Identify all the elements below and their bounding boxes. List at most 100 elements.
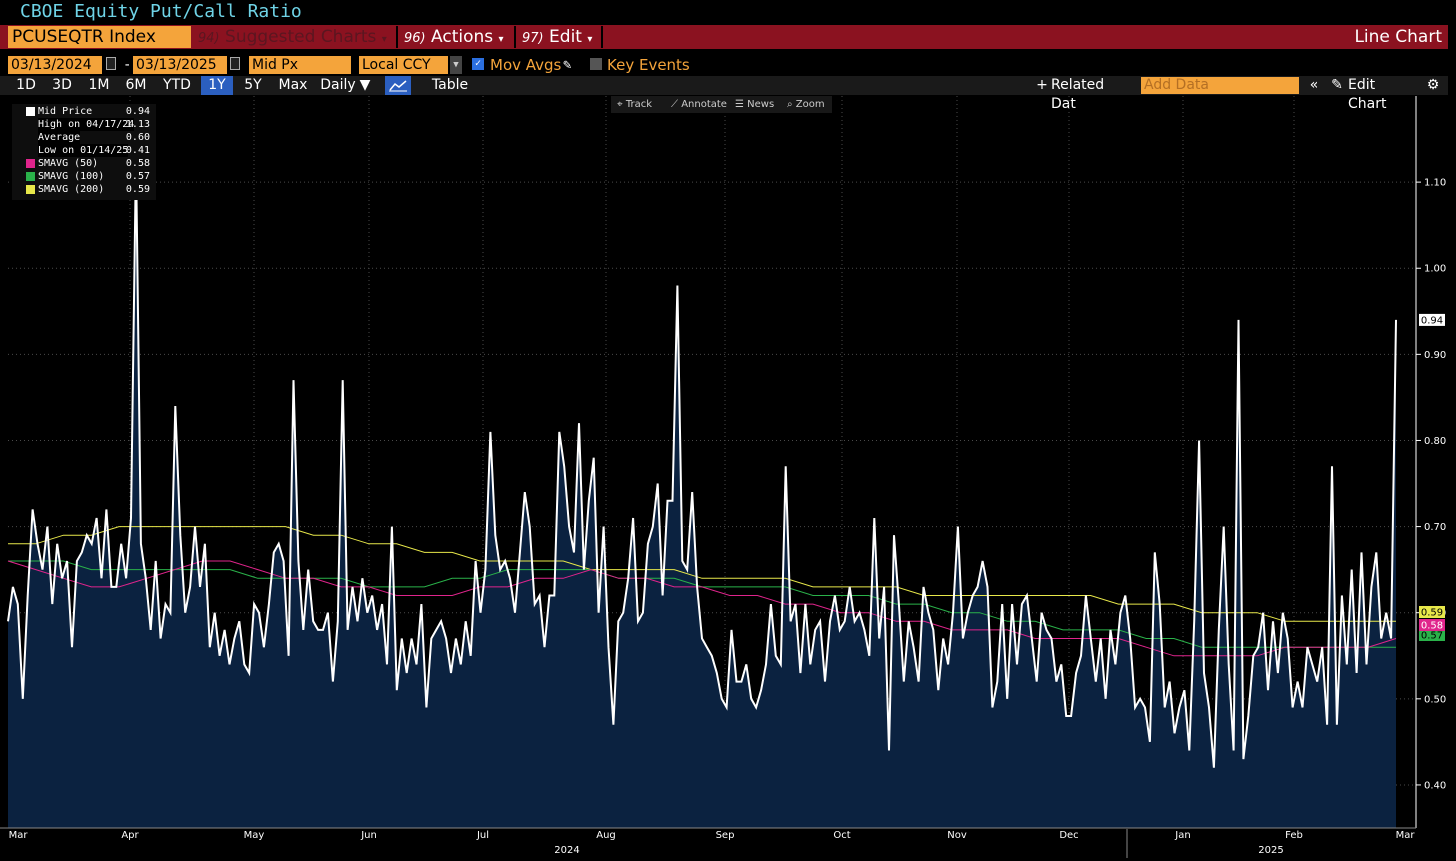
annotate-label: Annotate	[681, 99, 727, 110]
legend-label: Low on 01/14/25	[38, 144, 129, 157]
legend-label: SMAVG (200)	[38, 184, 105, 195]
sma200-last-value-box	[1419, 606, 1445, 618]
add-data-input[interactable]: Add Data	[1141, 77, 1299, 94]
price-line	[7, 156, 1397, 768]
legend-item: High on 04/17/24 1.13	[12, 118, 156, 131]
period-max[interactable]: Max	[278, 77, 308, 93]
gear-icon[interactable]: ⚙	[1426, 77, 1440, 93]
chevron-down-icon: ▾	[587, 34, 593, 45]
suggested-charts-label: Suggested Charts	[225, 27, 377, 47]
pencil-icon[interactable]: ✎	[563, 57, 572, 73]
sma200-last-value: 0.59	[1419, 606, 1445, 619]
chevron-down-icon[interactable]: ▼	[450, 56, 462, 74]
line-chart-icon[interactable]	[385, 76, 411, 95]
calendar-icon[interactable]	[106, 57, 116, 70]
price-field-select[interactable]: Mid Px	[249, 56, 351, 74]
period-1m[interactable]: 1M	[88, 77, 110, 93]
edit-menu[interactable]: 97) Edit ▾	[522, 26, 592, 48]
pencil-icon[interactable]: ✎	[1331, 77, 1343, 93]
x-tick-label: May	[244, 830, 265, 841]
sma200-line	[8, 526, 1396, 622]
period-toolbar	[0, 76, 1448, 95]
x-tick-label: Feb	[1285, 830, 1303, 841]
edit-label: Edit	[549, 27, 582, 47]
ticker-field[interactable]: PCUSEQTR Index	[8, 26, 191, 48]
legend-item[interactable]: SMAVG (50) 0.58	[12, 157, 156, 170]
x-tick-label: Aug	[596, 830, 616, 841]
year-label: 2024	[554, 845, 579, 856]
key-events-checkbox[interactable]	[590, 58, 602, 70]
chevron-down-icon: ▾	[498, 34, 504, 45]
legend: Mid Price 0.94 High on 04/17/24 1.13 Avera…	[12, 104, 156, 200]
legend-label: High on 04/17/24	[38, 118, 135, 131]
legend-item[interactable]: Mid Price 0.94	[12, 105, 156, 118]
y-tick-label: 0.50	[1424, 694, 1446, 705]
legend-value: 0.57	[125, 171, 150, 182]
calendar-icon[interactable]	[230, 57, 240, 70]
news-tool[interactable]: ☰ News	[735, 99, 775, 110]
news-label: News	[747, 99, 775, 110]
chart-type-label: Line Chart	[1354, 27, 1442, 47]
mov-avgs-checkbox[interactable]: ✓	[472, 58, 484, 70]
zoom-tool[interactable]: ⌕ Zoom	[787, 99, 825, 110]
legend-swatch	[26, 172, 35, 181]
x-tick-label: Sep	[716, 830, 735, 841]
chart-tools: ⌖ Track ⟋ Annotate ☰ News ⌕ Zoom	[611, 96, 832, 113]
moving-average-lines	[7, 526, 1397, 657]
price-last-value-box	[1419, 313, 1445, 326]
period-6m[interactable]: 6M	[125, 77, 147, 93]
x-tick-label: Jul	[476, 830, 489, 841]
plus-icon[interactable]: +	[1036, 77, 1048, 93]
sma50-line	[7, 560, 1397, 657]
y-tick-label: 0.40	[1424, 780, 1446, 791]
suggested-charts-menu[interactable]: 94) Suggested Charts ▾	[198, 26, 387, 48]
legend-value: 1.13	[125, 119, 150, 130]
period-ytd[interactable]: YTD	[163, 77, 191, 93]
legend-label: SMAVG (100)	[38, 171, 105, 182]
frequency-select[interactable]: Daily	[320, 77, 356, 93]
header-bar	[0, 25, 1448, 49]
period-1d[interactable]: 1D	[16, 77, 36, 93]
track-tool[interactable]: ⌖ Track	[617, 99, 652, 110]
price-last-value-text: 0.94	[1421, 315, 1443, 326]
y-tick-label: 0.90	[1424, 350, 1446, 361]
zoom-label: Zoom	[795, 99, 825, 110]
year-label: 2025	[1258, 845, 1283, 856]
y-tick-label: 0.70	[1424, 522, 1446, 533]
sma50-last-value: 0.58	[1419, 619, 1445, 632]
period-5y[interactable]: 5Y	[244, 77, 262, 93]
edit-num: 97)	[522, 31, 544, 46]
legend-value: 0.58	[125, 158, 150, 169]
x-tick-label: Jan	[1174, 830, 1190, 841]
end-date-field[interactable]: 03/13/2025	[133, 56, 227, 74]
period-1y[interactable]: 1Y	[201, 76, 233, 95]
legend-item[interactable]: SMAVG (200) 0.59	[12, 183, 156, 196]
related-data-button[interactable]: Related Dat	[1051, 77, 1105, 112]
sma100-last-value: 0.57	[1419, 629, 1445, 642]
suggested-charts-num: 94)	[198, 31, 220, 46]
chevron-down-icon[interactable]: ▼	[359, 77, 371, 93]
edit-chart-button[interactable]: Edit Chart	[1348, 77, 1387, 112]
chevron-down-icon: ▾	[381, 34, 387, 45]
annotate-tool[interactable]: ⟋ Annotate	[671, 99, 727, 110]
y-tick-label: 1.00	[1424, 264, 1446, 275]
legend-value: 0.94	[125, 106, 150, 117]
legend-item[interactable]: SMAVG (100) 0.57	[12, 170, 156, 183]
x-tick-label: Dec	[1059, 830, 1078, 841]
start-date-field[interactable]: 03/13/2024	[8, 56, 102, 74]
actions-num: 96)	[404, 31, 426, 46]
legend-value: 0.60	[125, 132, 150, 143]
period-3d[interactable]: 3D	[52, 77, 72, 93]
currency-select[interactable]: Local CCY	[359, 56, 448, 74]
legend-swatch	[26, 107, 35, 116]
collapse-icon[interactable]: «	[1309, 77, 1319, 93]
menu-divider	[514, 26, 516, 48]
sma50-last-value-box	[1419, 619, 1445, 631]
legend-swatch	[26, 185, 35, 194]
legend-label: Average	[38, 131, 81, 144]
actions-menu[interactable]: 96) Actions ▾	[404, 26, 504, 48]
x-tick-label: Mar	[1396, 830, 1416, 841]
date-separator: -	[123, 57, 132, 73]
legend-label: Mid Price	[38, 106, 93, 117]
table-button[interactable]: Table	[431, 77, 469, 93]
